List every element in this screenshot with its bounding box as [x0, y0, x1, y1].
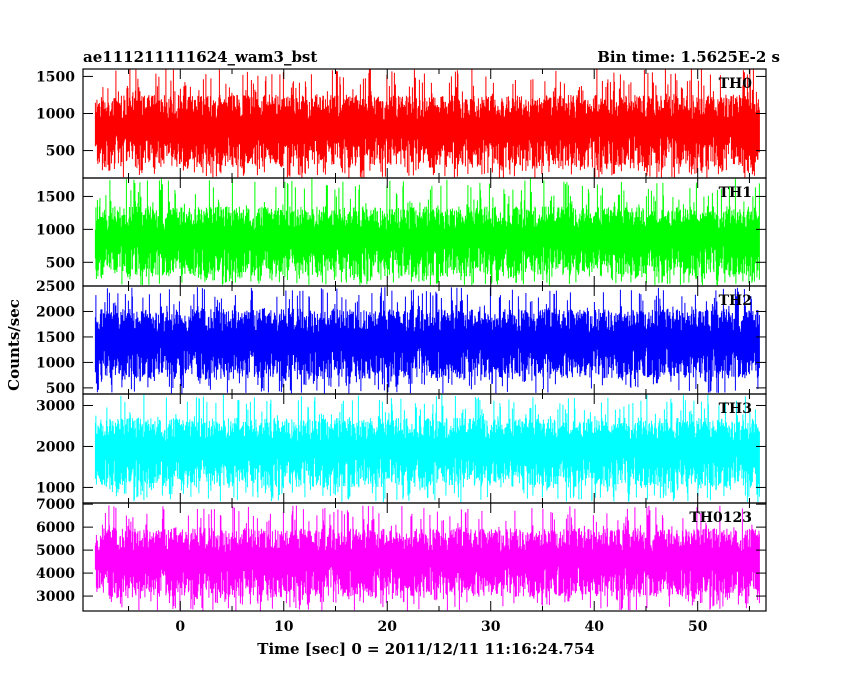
series-th1: [94, 178, 760, 286]
bin-time-label: Bin time: 1.5625E-2 s: [597, 48, 780, 66]
panel-th0123: 3000 4000 5000 6000 7000 TH0123: [36, 497, 767, 612]
x-axis: 0 10 20 30 40 50: [128, 69, 750, 635]
y-tick-label: 1500: [36, 189, 75, 205]
panel-th2: 500 1000 1500 2000 2500 TH2: [36, 279, 767, 397]
y-tick-label: 4000: [36, 566, 75, 582]
y-tick-label: 2000: [36, 439, 75, 455]
y-axis-label: Counts/sec: [5, 299, 23, 391]
y-tick-label: 500: [46, 255, 75, 271]
y-tick-label: 500: [46, 144, 75, 160]
panel-th1: 500 1000 1500 TH1: [36, 177, 767, 287]
y-tick-label: 2500: [36, 279, 75, 295]
y-tick-label: 7000: [36, 497, 75, 513]
panel-label: TH0: [719, 76, 753, 92]
series-th0: [94, 69, 760, 178]
x-axis-label: Time [sec] 0 = 2011/12/11 11:16:24.754: [257, 640, 594, 658]
y-tick-label: 6000: [36, 520, 75, 536]
series-th0123: [94, 505, 760, 611]
panel-label: TH0123: [689, 510, 752, 526]
x-tick-label: 40: [584, 619, 604, 635]
y-tick-label: 1500: [36, 69, 75, 85]
series-th2: [94, 287, 760, 394]
y-tick-label: 1000: [36, 106, 75, 122]
panel-label: TH3: [719, 401, 752, 417]
chart-title: ae111211111624_wam3_bst: [83, 48, 317, 66]
y-tick-label: 1000: [36, 480, 75, 496]
y-tick-label: 3000: [36, 589, 75, 605]
x-tick-label: 20: [378, 619, 398, 635]
x-tick-label: 10: [274, 619, 294, 635]
y-tick-label: 5000: [36, 543, 75, 559]
panel-frame: [82, 502, 767, 612]
panel-label: TH1: [719, 185, 752, 201]
y-tick-label: 2000: [36, 304, 75, 320]
x-tick-label: 30: [481, 619, 501, 635]
panel-th0: 500 1000 1500 TH0: [36, 68, 767, 179]
y-tick-label: 3000: [36, 398, 75, 414]
panel-th3: 1000 2000 3000 TH3: [36, 393, 767, 504]
x-tick-label: 0: [175, 619, 185, 635]
series-th3: [94, 394, 760, 503]
panels-group: 500 1000 1500 TH0 500 1000 1500 TH1 500 1000 1500 2…: [36, 68, 767, 612]
y-tick-label: 500: [46, 381, 75, 397]
x-tick-label: 50: [688, 619, 708, 635]
y-tick-label: 1000: [36, 222, 75, 238]
panel-label: TH2: [719, 293, 752, 309]
y-tick-label: 1000: [36, 355, 75, 371]
y-tick-label: 1500: [36, 330, 75, 346]
